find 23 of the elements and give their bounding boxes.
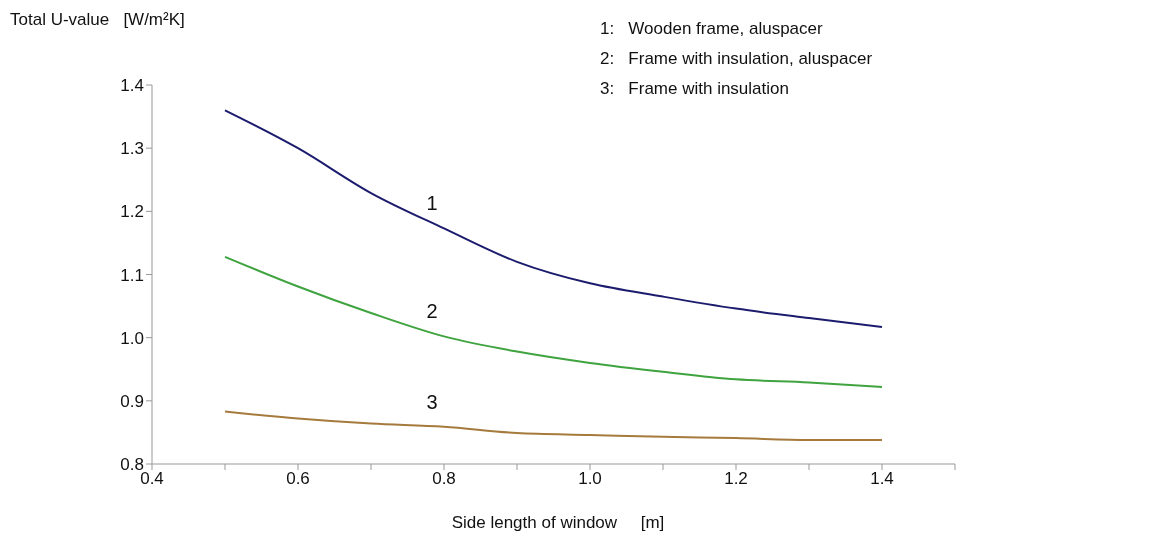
line-series (224, 410, 883, 441)
y-tick-label: 1.0 (120, 328, 144, 348)
y-tick-label: 1.1 (120, 265, 144, 285)
x-tick-label: 0.4 (140, 469, 164, 489)
x-axis-title: Side length of window [m] (450, 513, 666, 533)
x-tick-label: 1.4 (870, 469, 894, 489)
line-series (224, 255, 883, 388)
annotation: 3: Frame with insulation (600, 78, 790, 100)
series-label: 2 (426, 300, 438, 323)
y-tick-label: 0.9 (120, 391, 144, 411)
series-label: 1 (426, 192, 438, 215)
series-label: 3 (426, 390, 438, 413)
y-tick-label: 1.4 (120, 76, 144, 96)
line-series (224, 109, 883, 328)
x-tick-label: 1.2 (724, 469, 748, 489)
x-tick-label: 0.8 (432, 469, 456, 489)
text: 1: Wooden frame, aluspacer (600, 18, 824, 40)
x-tick-label: 1.0 (578, 469, 602, 489)
x-tick-label: 0.6 (286, 469, 310, 489)
y-tick-label: 1.3 (120, 139, 144, 159)
y-axis-title: Total U-value [W/m²K] (10, 10, 185, 30)
y-tick-label: 1.2 (120, 202, 144, 222)
text: 2: Frame with insulation, aluspacer (600, 48, 873, 70)
